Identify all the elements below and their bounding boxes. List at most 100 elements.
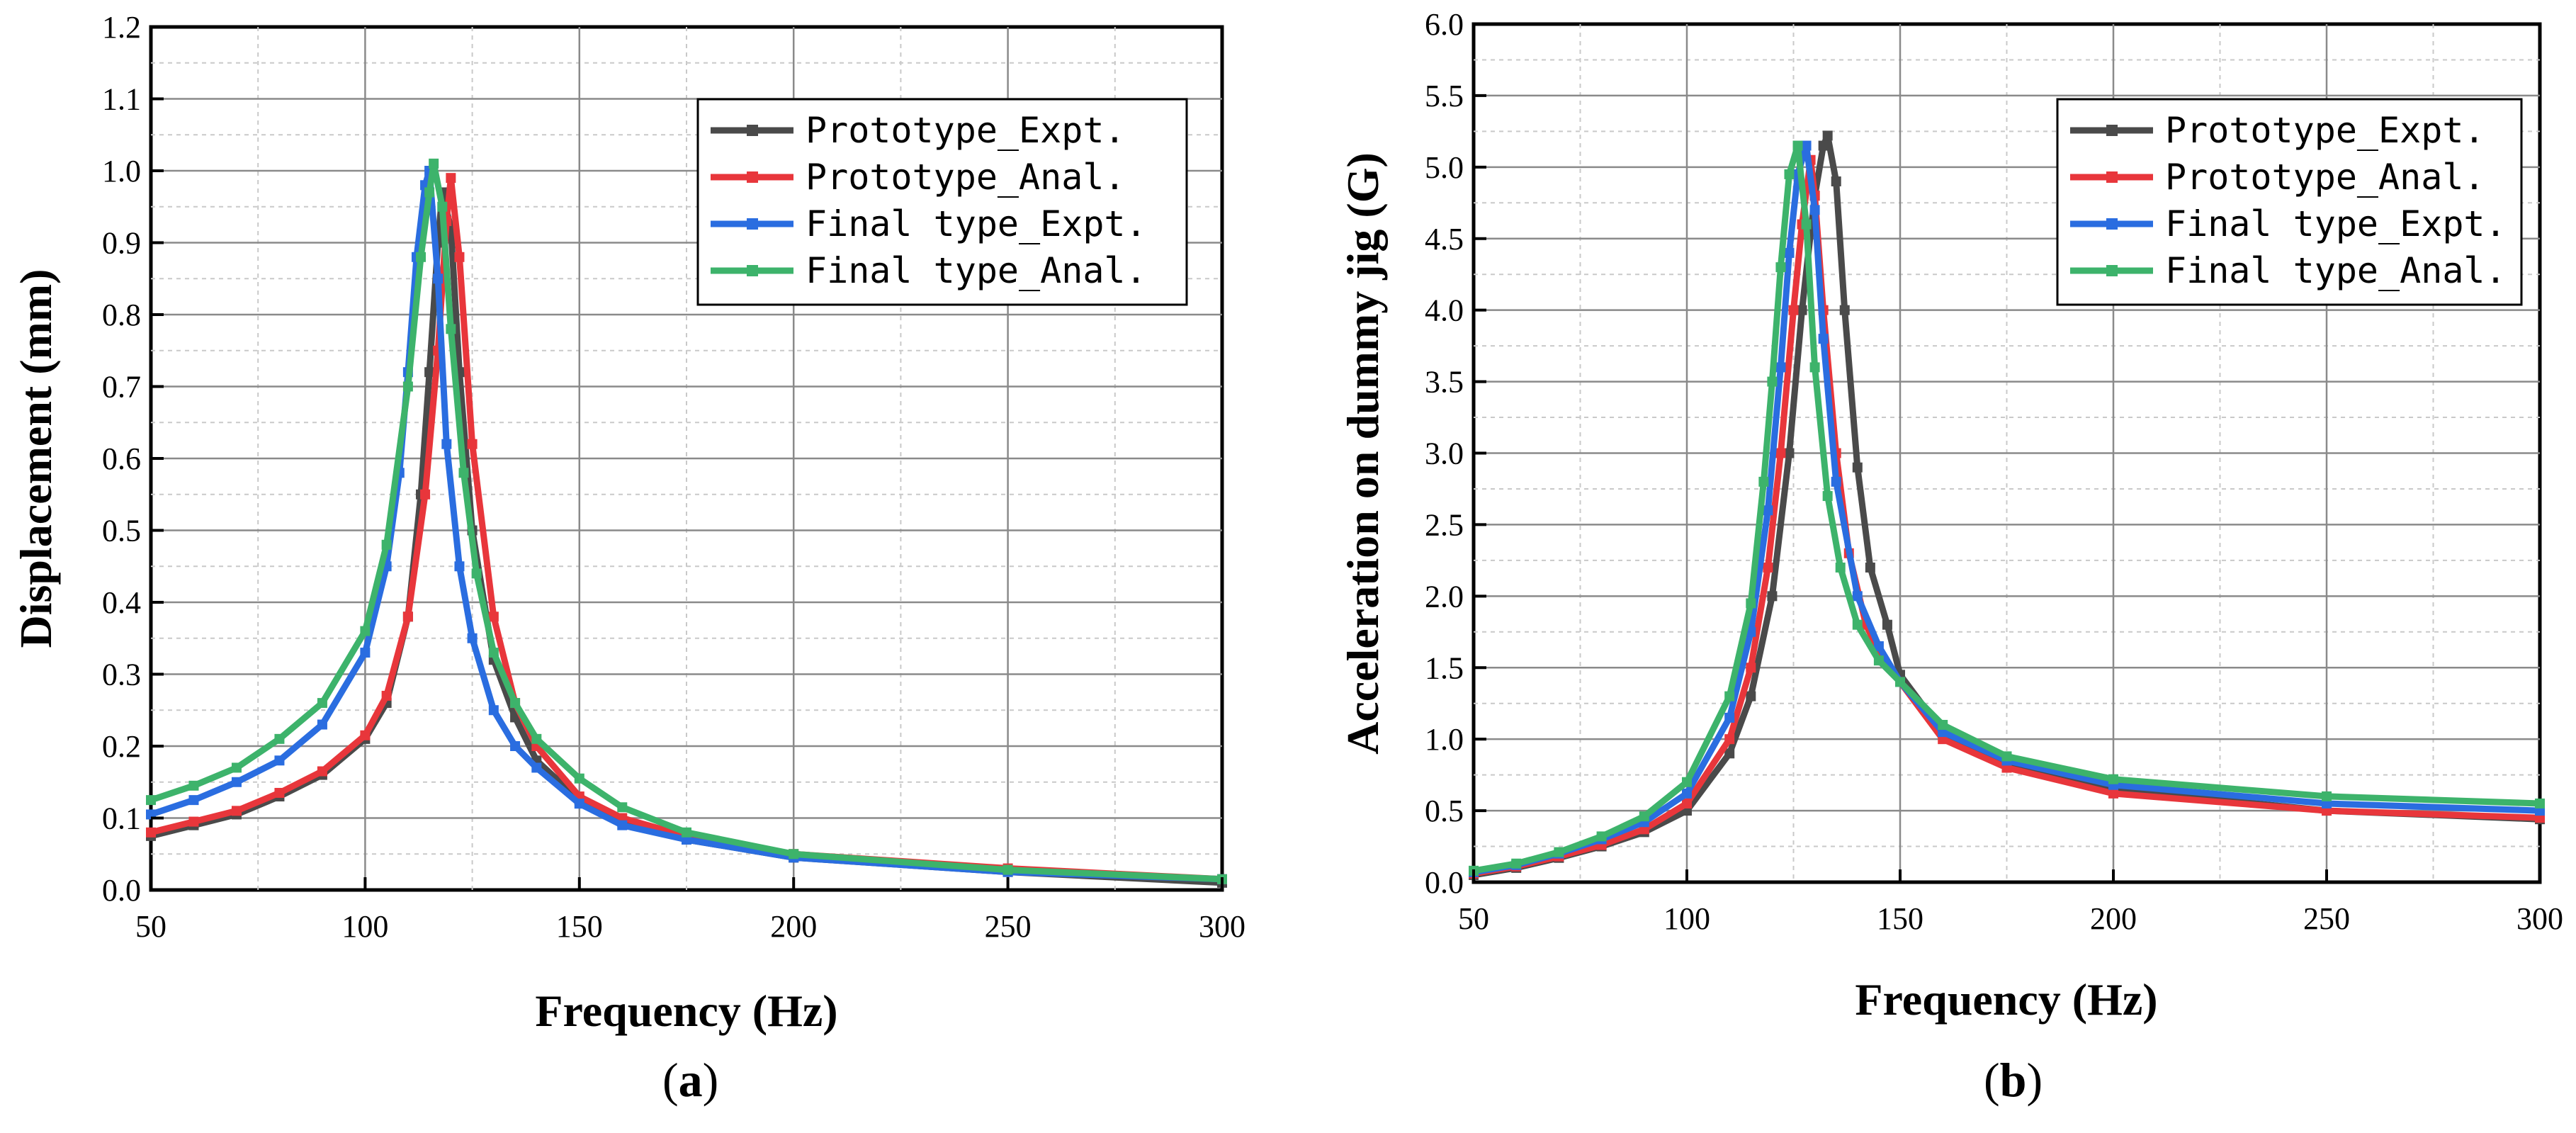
subfigure-label-b: (b)	[1984, 1053, 2043, 1107]
chart-b-data-point	[1682, 798, 1692, 808]
chart-b-data-point	[1724, 734, 1735, 745]
chart-a-ytick-label: 0.9	[102, 226, 141, 261]
chart-a-ytick-label: 0.1	[102, 801, 141, 836]
chart-b-data-point	[1831, 176, 1841, 187]
chart-a-data-point	[789, 849, 799, 859]
chart-b-ytick-label: 1.0	[1425, 722, 1464, 757]
chart-a-data-point	[617, 802, 628, 813]
chart-b-data-point	[2108, 774, 2118, 784]
chart-b-data-point	[1724, 691, 1735, 701]
chart-a-ytick-label: 0.6	[102, 441, 141, 476]
chart-a-data-point	[188, 780, 199, 791]
chart-b-data-point	[2535, 798, 2545, 808]
chart-b-legend-swatch-marker	[2106, 265, 2118, 276]
chart-a-xtick-label: 200	[770, 909, 817, 944]
chart-a-ticks: 50 100 150 200 250 300 0.0 0.1 0.2 0.3 0.4 0.5 0.6 0.…	[102, 10, 1245, 944]
chart-a-ytick-label: 0.8	[102, 298, 141, 332]
chart-b-ytick-label: 0.5	[1425, 794, 1464, 828]
chart-a-data-point	[437, 201, 448, 212]
chart-b-data-point	[1852, 462, 1863, 473]
subfigure-label-b-letter: b	[1999, 1053, 2027, 1107]
chart-b-data-point	[1788, 305, 1799, 315]
chart-a-legend-swatch-marker	[747, 218, 758, 230]
chart-a-data-point	[188, 816, 199, 827]
chart-a-data-point	[424, 367, 435, 378]
chart-b-data-point	[1895, 677, 1905, 687]
chart-b-data-point	[1682, 788, 1692, 799]
chart-b-data-point	[1818, 140, 1829, 151]
chart-a-data-point	[146, 795, 156, 806]
chart-a-data-point	[458, 468, 469, 478]
chart-a-data-point	[617, 820, 628, 830]
chart-b-data-point	[1822, 491, 1833, 502]
chart-a-data-point	[274, 787, 285, 798]
chart-a-xtick-label: 50	[135, 909, 166, 944]
chart-b-data-point	[1801, 219, 1812, 230]
chart-b-ytick-label: 3.5	[1425, 365, 1464, 400]
chart-a-legend-label: Final type_Anal.	[806, 250, 1147, 291]
chart-b-data-point	[1839, 305, 1850, 315]
chart-b-ytick-label: 5.5	[1425, 79, 1464, 113]
chart-a-legend-swatch-marker	[747, 265, 758, 276]
chart-a-data-point	[402, 381, 413, 392]
chart-a-data-point	[441, 439, 452, 449]
chart-a-data-point	[467, 439, 478, 449]
chart-b-data-point	[2108, 788, 2118, 799]
chart-a-data-point	[188, 795, 199, 806]
chart-b-data-point	[1865, 562, 1875, 573]
chart-b-legend-label: Final type_Expt.	[2165, 203, 2507, 244]
chart-a-data-point	[1002, 864, 1013, 875]
chart-a-data-point	[424, 187, 435, 198]
chart-b-xtick-label: 300	[2516, 901, 2563, 936]
chart-b-ytick-label: 1.5	[1425, 650, 1464, 685]
chart-a-data-point	[510, 741, 521, 751]
chart-b-legend-swatch-marker	[2106, 171, 2118, 183]
chart-b-legend-swatch-marker	[2106, 218, 2118, 230]
chart-b-data-point	[2001, 751, 2012, 762]
chart-a-xlabel: Frequency (Hz)	[535, 986, 837, 1036]
chart-b-xtick-label: 50	[1458, 901, 1489, 936]
chart-a-data-point	[488, 705, 499, 716]
chart-b-legend: Prototype_Expt. Prototype_Anal. Final type…	[2056, 98, 2523, 306]
chart-b-series	[1469, 130, 2545, 880]
chart-b-data-point	[1775, 448, 1786, 458]
chart-a-data-point	[317, 698, 327, 709]
chart-a-data-point	[446, 324, 456, 334]
chart-a-ytick-label: 1.1	[102, 82, 141, 117]
chart-a-data-point	[446, 173, 456, 184]
chart-a-displacement: 50 100 150 200 250 300 0.0 0.1 0.2 0.3 0.4 0.5 0.6 0.…	[11, 10, 1245, 1036]
chart-a-data-point	[467, 633, 478, 643]
chart-b-data-point	[1775, 362, 1786, 373]
chart-a-series-line	[147, 160, 1226, 883]
chart-b-data-point	[1746, 691, 1756, 701]
chart-b-data-point	[1763, 562, 1773, 573]
chart-b-data-point	[1818, 334, 1829, 344]
chart-a-data-point	[454, 252, 465, 262]
chart-a-ytick-label: 0.5	[102, 514, 141, 548]
chart-b-data-point	[1767, 376, 1778, 387]
chart-b-data-point	[1801, 140, 1812, 151]
chart-a-legend-label: Final type_Expt.	[806, 203, 1147, 244]
chart-b-data-point	[1775, 262, 1786, 273]
chart-a-data-point	[317, 766, 327, 777]
chart-b-xtick-label: 200	[2090, 901, 2137, 936]
chart-b-data-point	[1852, 591, 1863, 602]
chart-a-data-point	[231, 777, 242, 787]
chart-a-ylabel: Displacement (mm)	[11, 269, 61, 648]
chart-b-data-point	[1511, 858, 1522, 869]
chart-b-data-point	[1873, 641, 1884, 651]
chart-b-legend-swatch-marker	[2106, 125, 2118, 136]
chart-b-data-point	[1724, 712, 1735, 723]
chart-b-legend-label: Prototype_Expt.	[2165, 110, 2485, 151]
chart-a-xtick-label: 100	[341, 909, 388, 944]
chart-b-ytick-label: 4.5	[1425, 222, 1464, 257]
chart-b-data-point	[1596, 831, 1607, 842]
chart-a-grid	[151, 27, 1222, 890]
chart-a-xtick-label: 300	[1199, 909, 1245, 944]
chart-b-data-point	[1938, 719, 1948, 730]
chart-a-data-point	[488, 611, 499, 622]
chart-a-xtick-label: 150	[556, 909, 603, 944]
chart-b-data-point	[1822, 130, 1833, 141]
chart-b-data-point	[1724, 748, 1735, 759]
